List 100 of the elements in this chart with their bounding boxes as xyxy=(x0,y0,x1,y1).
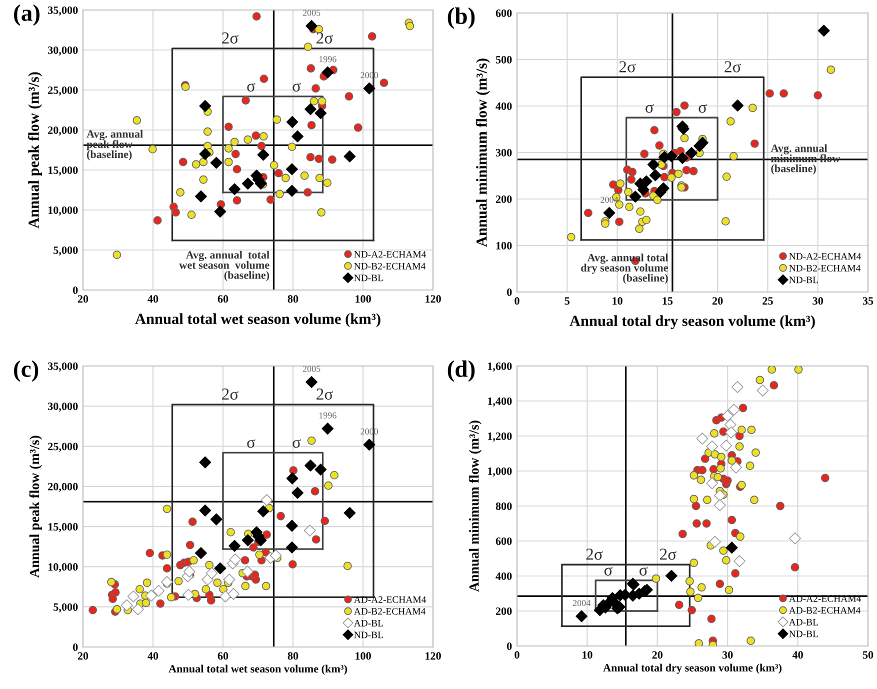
legend-label: ND-A2-ECHAM4 xyxy=(789,253,862,260)
legend-label: AD-A2-ECHAM4 xyxy=(788,595,862,602)
y-tick-label: 300 xyxy=(496,148,512,156)
annotation: 2σ xyxy=(222,32,238,44)
x-tick-label: 50 xyxy=(862,651,874,659)
annotation: 2σ xyxy=(619,61,636,72)
y-tick-label: 800 xyxy=(496,502,512,510)
y-tick-label: 500 xyxy=(496,56,512,64)
x-tick-label: 40 xyxy=(792,651,803,659)
y-tick-label: 25,000 xyxy=(48,86,78,96)
y-tick-label: 35,000 xyxy=(48,362,78,372)
annotation: 1996 xyxy=(319,56,336,62)
legend-label: AD-BL xyxy=(354,620,383,626)
annotation: 2σ xyxy=(316,388,333,400)
legend-label: ND-BL xyxy=(789,276,818,284)
x-tick-label: 20 xyxy=(652,651,663,659)
legend-label: ND-BL xyxy=(789,630,818,638)
x-axis-title: Annual total wet season volume (km³) xyxy=(168,664,347,675)
annotation: σ xyxy=(646,104,654,113)
y-tick-label: 0 xyxy=(507,288,512,296)
legend-label: ND-BL xyxy=(354,632,383,638)
x-tick-label: 30 xyxy=(722,651,733,659)
x-tick-label: 40 xyxy=(148,295,158,303)
annotation: σ xyxy=(247,82,256,92)
y-axis-title: Annual peak flow (m³/s) xyxy=(29,436,42,578)
chart-title: (d) xyxy=(448,360,475,382)
legend-label: ND-B2-ECHAM4 xyxy=(354,262,426,270)
x-tick-label: 0 xyxy=(514,651,520,659)
y-tick-label: 400 xyxy=(496,572,512,580)
y-tick-label: 100 xyxy=(496,242,512,250)
y-tick-label: 0 xyxy=(507,642,512,650)
annotation: 1996 xyxy=(319,412,336,418)
annotation: σ xyxy=(698,104,707,113)
x-tick-label: 100 xyxy=(356,652,371,660)
y-tick-label: 600 xyxy=(496,9,512,17)
y-tick-label: 15,000 xyxy=(48,523,78,532)
y-tick-label: 10,000 xyxy=(48,206,78,216)
x-axis-title: Annual total wet season volume (km³) xyxy=(135,313,380,328)
x-tick-label: 25 xyxy=(762,297,773,305)
annotation: 2σ xyxy=(586,548,603,560)
annotation: σ xyxy=(292,439,301,448)
x-tick-label: 20 xyxy=(78,652,88,660)
legend-label: AD-B2-ECHAM4 xyxy=(788,607,861,614)
y-tick-label: 400 xyxy=(496,102,512,110)
annotation: 2005 xyxy=(302,10,320,16)
y-tick-label: 200 xyxy=(496,607,512,615)
x-tick-label: 40 xyxy=(148,652,158,660)
annotation: Avg. annual total dry season volume (baseline) xyxy=(581,254,668,284)
x-tick-label: 5 xyxy=(564,297,570,305)
annotation: σ xyxy=(604,566,612,576)
annotation: Avg. annual total wet season volume (baseline) xyxy=(179,250,270,282)
y-axis-title: Annual peak flow (m³/s) xyxy=(28,72,42,228)
x-tick-label: 0 xyxy=(514,297,520,305)
x-tick-label: 60 xyxy=(218,295,228,303)
y-tick-label: 1,600 xyxy=(488,362,512,372)
annotation: 2005 xyxy=(302,366,320,372)
annotation: 2σ xyxy=(222,388,238,400)
y-tick-label: 30,000 xyxy=(48,402,78,412)
annotation: 2σ xyxy=(724,61,742,72)
x-tick-label: 20 xyxy=(712,297,723,305)
x-tick-label: 35 xyxy=(862,297,874,305)
annotation: 2σ xyxy=(316,32,333,44)
y-tick-label: 1,200 xyxy=(488,432,512,442)
y-tick-label: 25,000 xyxy=(48,442,78,452)
x-tick-label: 60 xyxy=(218,652,228,660)
annotation: σ xyxy=(247,439,256,448)
x-tick-label: 100 xyxy=(356,295,371,303)
y-tick-label: 600 xyxy=(496,537,512,545)
x-tick-label: 80 xyxy=(288,652,298,660)
y-tick-label: 20,000 xyxy=(48,126,78,136)
annotation: σ xyxy=(292,82,301,92)
annotation: σ xyxy=(640,566,648,576)
x-tick-label: 10 xyxy=(582,651,592,659)
x-tick-label: 120 xyxy=(426,652,441,660)
chart-title: (c) xyxy=(14,360,38,382)
x-axis-title: Annual total dry season volume (km³) xyxy=(570,315,815,330)
chart-title: (a) xyxy=(14,4,40,26)
y-tick-label: 0 xyxy=(73,643,78,651)
x-tick-label: 20 xyxy=(78,295,88,303)
y-tick-label: 30,000 xyxy=(48,46,78,56)
legend-label: ND-A2-ECHAM4 xyxy=(354,251,426,258)
legend-label: ND-B2-ECHAM4 xyxy=(789,264,861,272)
legend-label: ND-BL xyxy=(354,274,383,282)
x-axis-title: Annual total dry season volume (km³) xyxy=(603,664,782,674)
annotation: 2004 xyxy=(572,600,590,606)
y-tick-label: 20,000 xyxy=(48,482,78,492)
y-tick-label: 5,000 xyxy=(54,603,78,612)
x-tick-label: 80 xyxy=(288,295,298,303)
legend-label: AD-B2-ECHAM4 xyxy=(354,608,426,615)
legend-label: AD-A2-ECHAM4 xyxy=(354,596,426,603)
annotation: 2σ xyxy=(660,548,676,560)
y-tick-label: 10,000 xyxy=(48,563,78,572)
x-tick-label: 30 xyxy=(812,297,823,305)
y-axis-title: Annual minimum flow (m³/s) xyxy=(468,420,482,592)
x-tick-label: 120 xyxy=(426,295,441,303)
x-tick-label: 10 xyxy=(612,297,622,305)
y-tick-label: 5,000 xyxy=(54,246,78,256)
chart-title: (b) xyxy=(448,7,475,29)
legend-label: AD-BL xyxy=(788,618,818,626)
y-tick-label: 1,400 xyxy=(488,397,512,407)
